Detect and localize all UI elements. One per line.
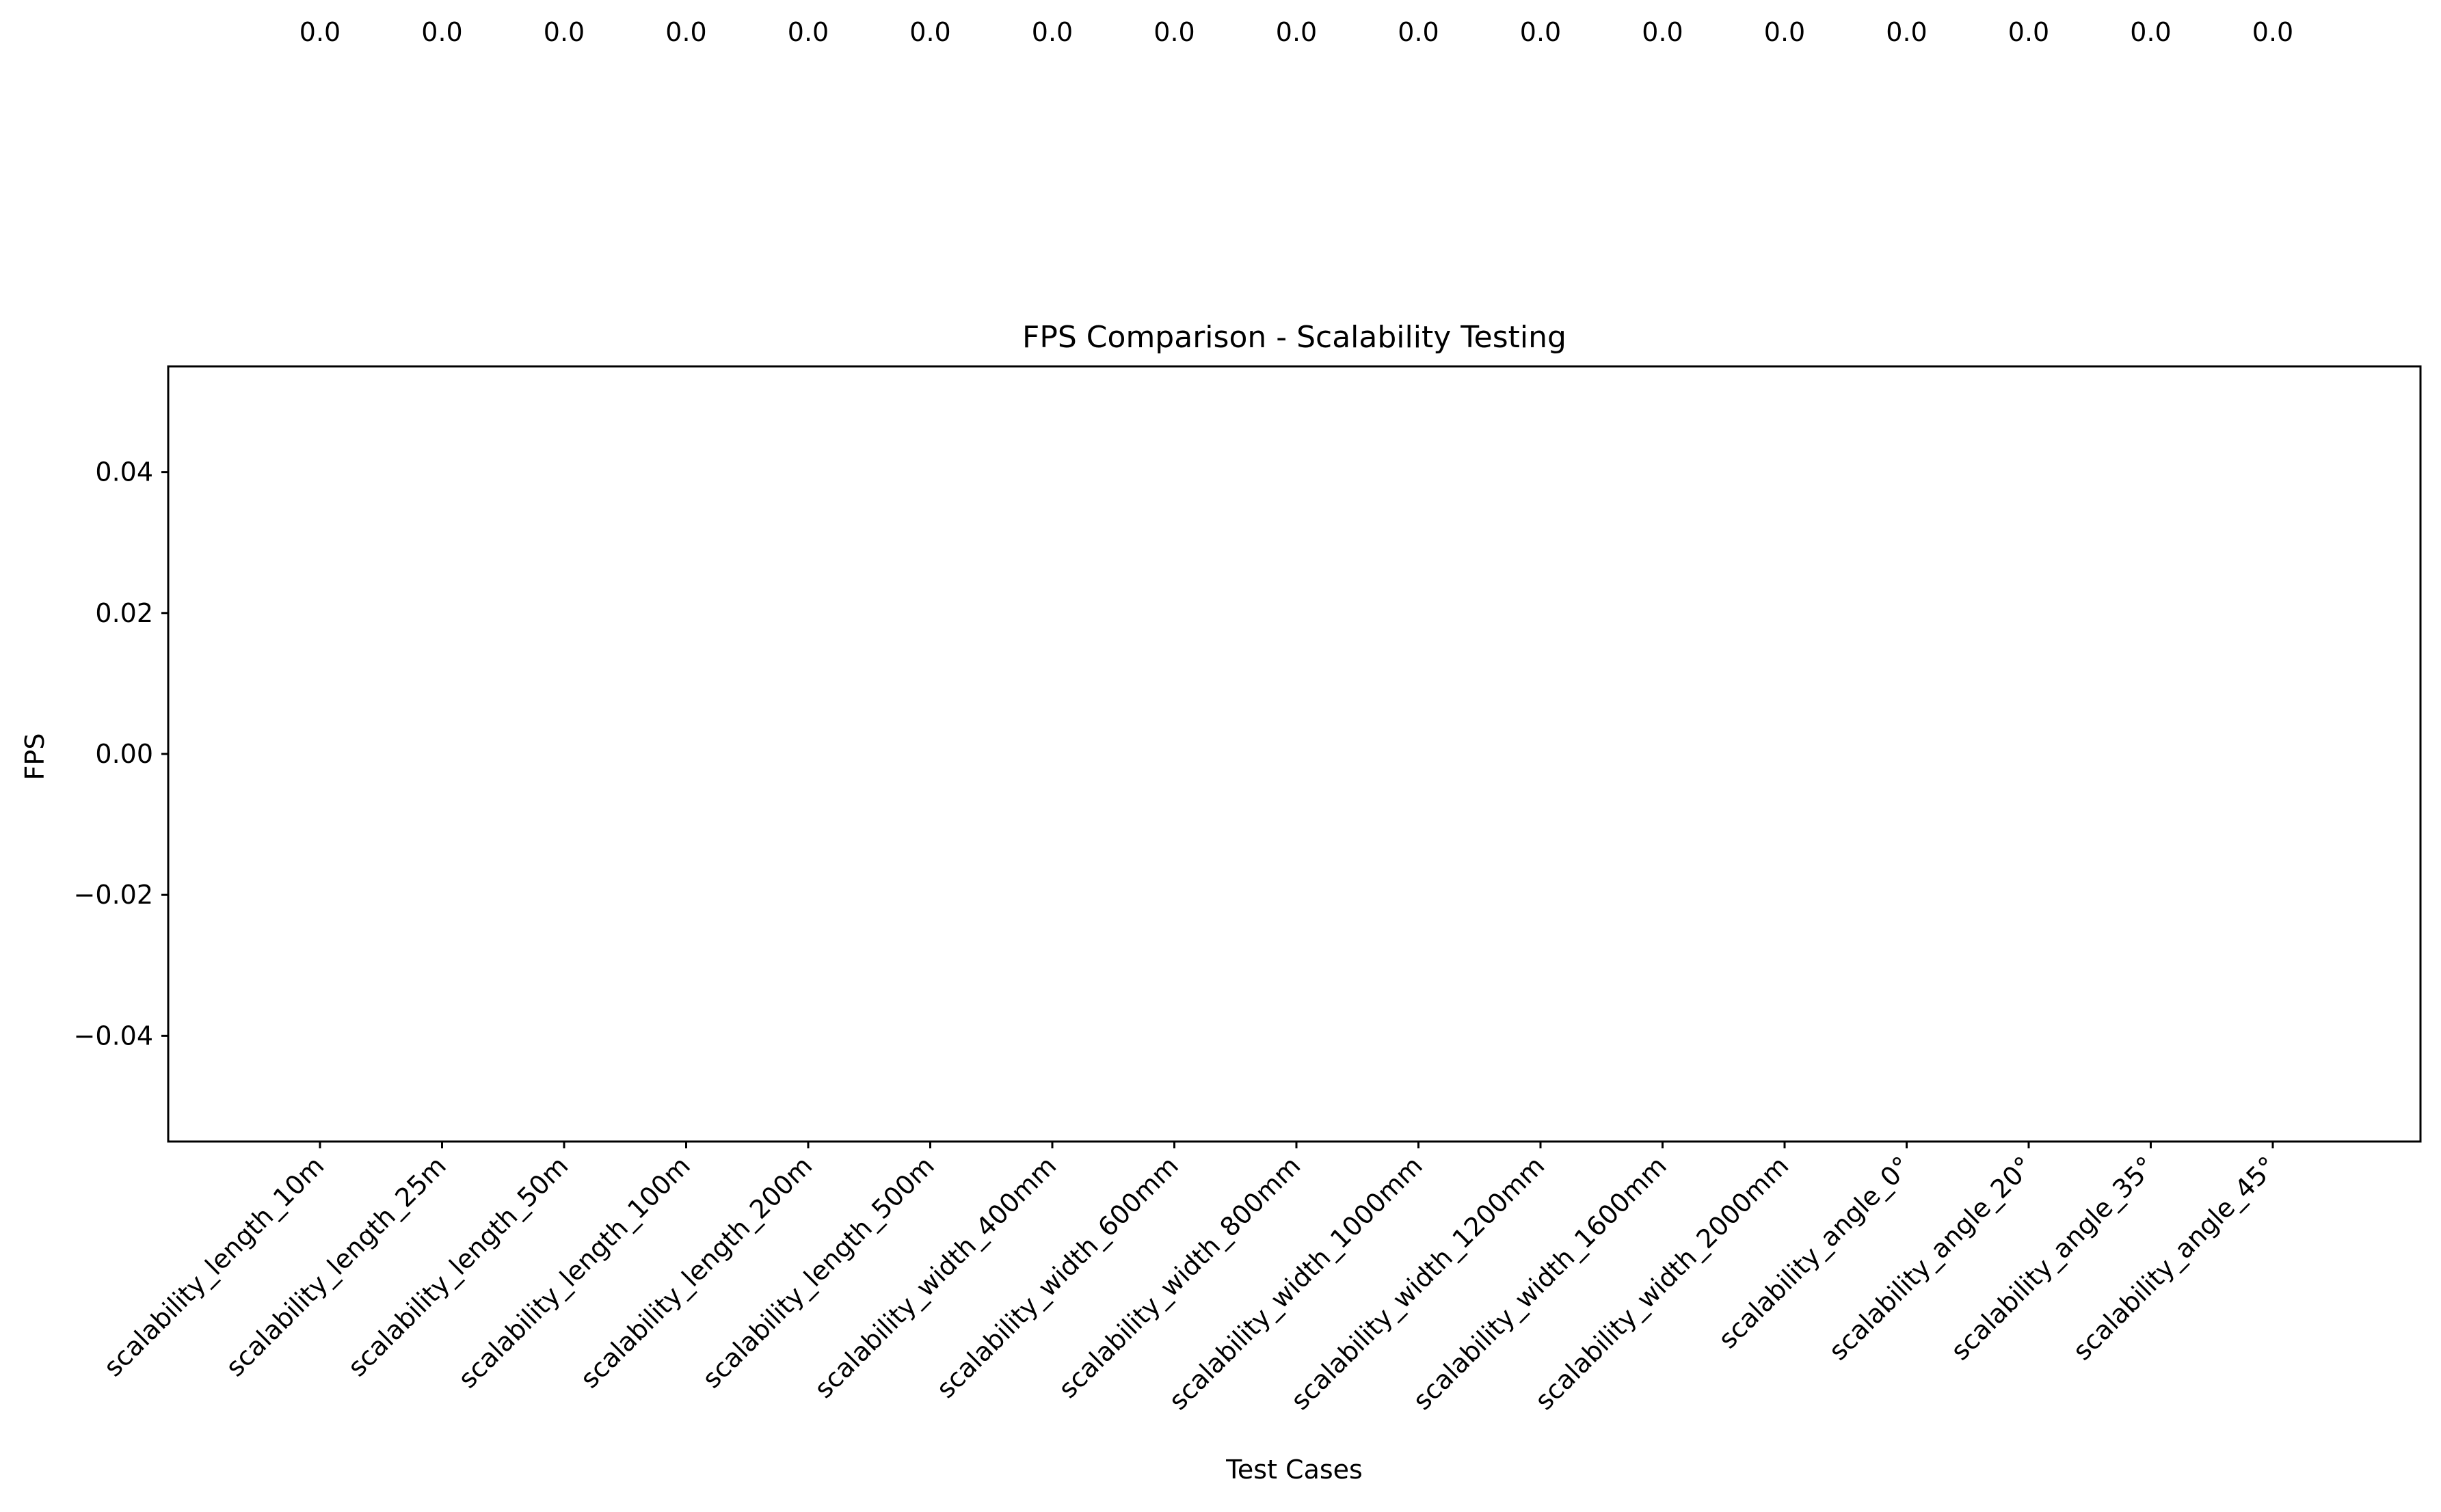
bar-value-label: 0.0 bbox=[299, 17, 341, 47]
y-tick-label: −0.04 bbox=[74, 1021, 153, 1051]
x-tick-label: scalability_width_1000mm bbox=[1163, 1150, 1428, 1416]
x-tick-label: scalability_width_800mm bbox=[1053, 1150, 1307, 1404]
bar-value-label: 0.0 bbox=[909, 17, 950, 47]
bar-value-label: 0.0 bbox=[421, 17, 462, 47]
bar-value-label: 0.0 bbox=[1642, 17, 1683, 47]
bar-value-label: 0.0 bbox=[2008, 17, 2049, 47]
x-tick-label: scalability_width_2000mm bbox=[1530, 1150, 1795, 1416]
x-tick-label: scalability_length_500m bbox=[697, 1150, 940, 1394]
x-tick-label: scalability_angle_45° bbox=[2067, 1150, 2282, 1366]
y-axis-ticks: −0.04 −0.02 0.00 0.02 0.04 bbox=[74, 457, 168, 1051]
bar-value-label: 0.0 bbox=[1276, 17, 1317, 47]
x-tick-label: scalability_angle_20° bbox=[1823, 1150, 2038, 1366]
bar-value-label: 0.0 bbox=[788, 17, 829, 47]
y-tick-label: 0.04 bbox=[95, 457, 153, 487]
x-axis-label: Test Cases bbox=[1225, 1455, 1363, 1485]
y-tick-label: 0.00 bbox=[95, 739, 153, 769]
y-axis-label: FPS bbox=[20, 733, 50, 781]
bar-value-label: 0.0 bbox=[1520, 17, 1561, 47]
x-axis-ticks: scalability_length_10mscalability_length… bbox=[98, 1142, 2282, 1416]
x-tick-label: scalability_width_1200mm bbox=[1285, 1150, 1551, 1416]
y-tick-label: 0.02 bbox=[95, 598, 153, 628]
x-tick-label: scalability_width_1600mm bbox=[1407, 1150, 1672, 1416]
x-tick-label: scalability_angle_35° bbox=[1945, 1150, 2161, 1366]
bar-value-label: 0.0 bbox=[665, 17, 706, 47]
bar-value-label: 0.0 bbox=[1764, 17, 1805, 47]
bar-value-label: 0.0 bbox=[1398, 17, 1439, 47]
x-tick-label: scalability_length_25m bbox=[220, 1150, 452, 1382]
x-tick-label: scalability_width_400mm bbox=[809, 1150, 1063, 1404]
x-tick-label: scalability_width_600mm bbox=[931, 1150, 1184, 1404]
x-tick-label: scalability_length_50m bbox=[342, 1150, 574, 1382]
bar-value-label: 0.0 bbox=[2130, 17, 2171, 47]
x-tick-label: scalability_length_100m bbox=[453, 1150, 696, 1394]
chart-title: FPS Comparison - Scalability Testing bbox=[1022, 320, 1566, 355]
bar-value-label: 0.0 bbox=[1153, 17, 1195, 47]
data-labels-layer: 0.0 0.0 0.0 0.0 0.0 0.0 0.0 0.0 0.0 0.0 0.0 0.0 0.0 0… bbox=[299, 17, 2293, 47]
x-tick-label: scalability_length_200m bbox=[574, 1150, 818, 1394]
x-tick-label: scalability_length_10m bbox=[98, 1150, 330, 1382]
y-tick-label: −0.02 bbox=[74, 880, 153, 910]
bar-value-label: 0.0 bbox=[544, 17, 585, 47]
bar-value-label: 0.0 bbox=[1886, 17, 1927, 47]
bar-value-label: 0.0 bbox=[1032, 17, 1073, 47]
plot-area-frame bbox=[167, 365, 2422, 1143]
bar-value-label: 0.0 bbox=[2252, 17, 2293, 47]
